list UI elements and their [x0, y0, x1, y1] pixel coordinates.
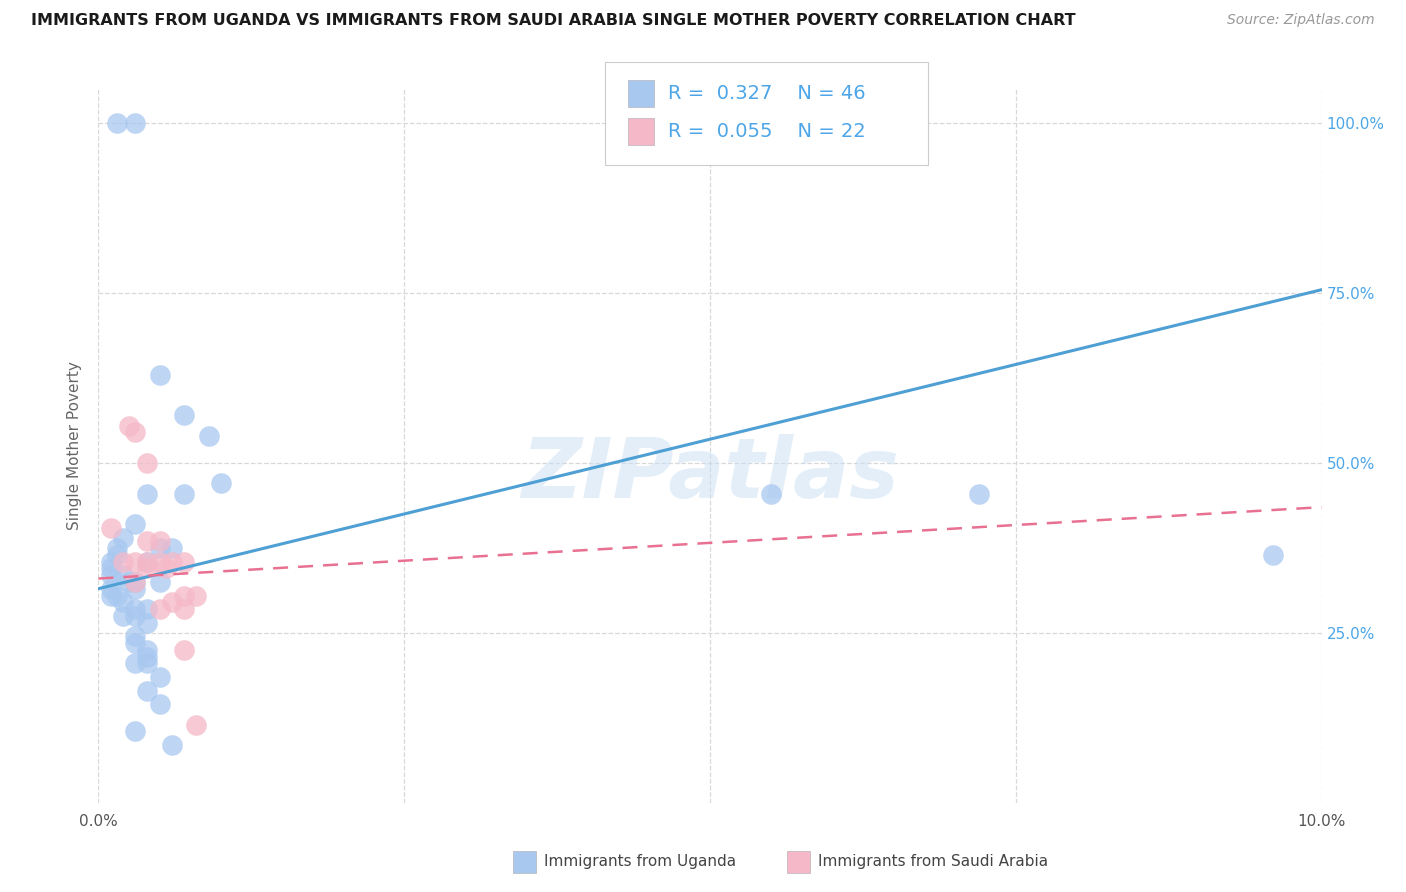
Point: [100, 582, 122, 596]
Text: IMMIGRANTS FROM UGANDA VS IMMIGRANTS FROM SAUDI ARABIA SINGLE MOTHER POVERTY COR: IMMIGRANTS FROM UGANDA VS IMMIGRANTS FRO…: [31, 13, 1076, 29]
Point: [124, 629, 146, 643]
Point: [136, 456, 159, 470]
Text: ZIPatlas: ZIPatlas: [522, 434, 898, 515]
Point: [149, 602, 172, 616]
Point: [173, 409, 195, 423]
Point: [136, 615, 159, 630]
Point: [124, 574, 146, 589]
Point: [136, 649, 159, 664]
Point: [149, 368, 172, 382]
Point: [124, 636, 146, 650]
Point: [124, 602, 146, 616]
Point: [136, 534, 159, 549]
Point: [124, 517, 146, 532]
Point: [173, 643, 195, 657]
Point: [173, 555, 195, 569]
Point: [100, 589, 122, 603]
Point: [160, 555, 183, 569]
Point: [105, 541, 128, 555]
Point: [173, 589, 195, 603]
Point: [149, 670, 172, 684]
Point: [160, 595, 183, 609]
Point: [111, 555, 134, 569]
Text: Source: ZipAtlas.com: Source: ZipAtlas.com: [1227, 13, 1375, 28]
Point: [149, 534, 172, 549]
Point: [136, 555, 159, 569]
Point: [186, 717, 208, 731]
Text: R =  0.327    N = 46: R = 0.327 N = 46: [668, 84, 866, 103]
Point: [136, 561, 159, 575]
Point: [209, 476, 232, 491]
Point: [124, 116, 146, 130]
Point: [118, 574, 141, 589]
Point: [759, 486, 782, 500]
Point: [111, 608, 134, 623]
Point: [136, 602, 159, 616]
Point: [186, 589, 208, 603]
Point: [100, 568, 122, 582]
Point: [124, 425, 146, 440]
Point: [136, 486, 159, 500]
Text: R =  0.055    N = 22: R = 0.055 N = 22: [668, 121, 866, 141]
Point: [111, 531, 134, 545]
Point: [124, 724, 146, 739]
Point: [118, 418, 141, 433]
Point: [124, 574, 146, 589]
Point: [136, 683, 159, 698]
Point: [124, 582, 146, 596]
Point: [100, 555, 122, 569]
Point: [149, 698, 172, 712]
Point: [136, 643, 159, 657]
Point: [160, 541, 183, 555]
Point: [105, 548, 128, 562]
Point: [149, 555, 172, 569]
Point: [105, 116, 128, 130]
Point: [111, 595, 134, 609]
Point: [197, 429, 219, 443]
Point: [136, 555, 159, 569]
Point: [124, 608, 146, 623]
Point: [160, 738, 183, 752]
Point: [124, 555, 146, 569]
Text: Immigrants from Saudi Arabia: Immigrants from Saudi Arabia: [818, 855, 1049, 869]
Point: [100, 520, 122, 534]
Point: [111, 568, 134, 582]
Point: [100, 561, 122, 575]
Y-axis label: Single Mother Poverty: Single Mother Poverty: [67, 361, 83, 531]
Point: [155, 561, 177, 575]
Point: [149, 574, 172, 589]
Point: [149, 541, 172, 555]
Point: [124, 657, 146, 671]
Point: [105, 589, 128, 603]
Point: [173, 602, 195, 616]
Point: [1261, 548, 1284, 562]
Point: [967, 486, 990, 500]
Text: Immigrants from Uganda: Immigrants from Uganda: [544, 855, 737, 869]
Point: [136, 657, 159, 671]
Point: [173, 486, 195, 500]
